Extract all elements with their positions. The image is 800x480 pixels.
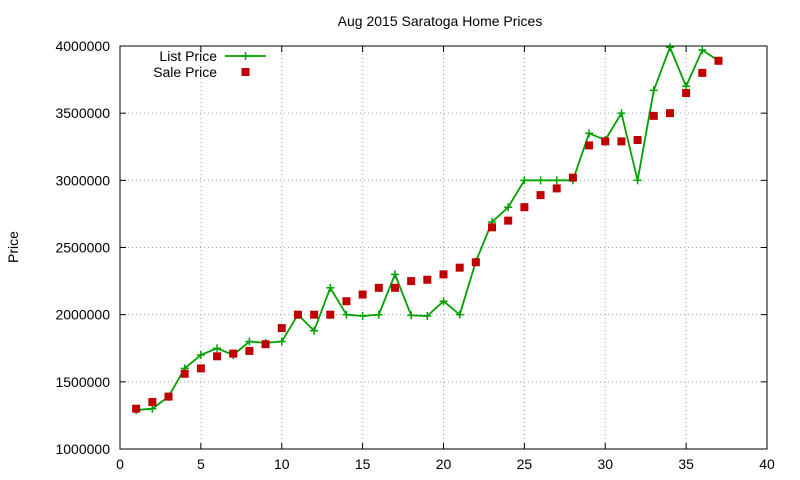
list-price-point [148, 404, 157, 413]
list-price-point [310, 326, 319, 335]
sale-price-point [213, 352, 222, 361]
sale-price-point [423, 275, 432, 284]
sale-price-point [439, 270, 448, 279]
y-tick-label: 1000000 [55, 441, 110, 457]
list-price-point [649, 86, 658, 95]
list-price-point [374, 310, 383, 319]
list-price-point [423, 312, 432, 321]
x-tick-label: 15 [355, 456, 371, 472]
sale-price-point [552, 184, 561, 193]
list-price-point [520, 176, 529, 185]
x-tick-label: 30 [597, 456, 613, 472]
y-tick-label: 2500000 [55, 240, 110, 256]
sale-price-point [682, 89, 691, 98]
sale-price-point [342, 297, 351, 306]
list-price-point [342, 310, 351, 319]
x-tick-label: 0 [116, 456, 124, 472]
legend-label: List Price [159, 48, 217, 64]
list-price-point [245, 337, 254, 346]
sale-price-point [310, 310, 319, 319]
list-price-point [665, 43, 674, 52]
list-price-point [213, 344, 222, 353]
legend-item-sale-price: Sale Price [153, 64, 250, 80]
list-price-point [504, 203, 513, 212]
x-tick-label: 10 [274, 456, 290, 472]
x-tick-label: 20 [436, 456, 452, 472]
list-price-point [326, 283, 335, 292]
sale-price-point [132, 404, 141, 413]
sale-price-point [471, 258, 480, 267]
chart-title: Aug 2015 Saratoga Home Prices [338, 13, 543, 29]
list-price-point [682, 82, 691, 91]
list-price-point [698, 46, 707, 55]
y-tick-label: 3500000 [55, 105, 110, 121]
sale-price-point [407, 277, 416, 286]
sale-price-point [326, 310, 335, 319]
sale-price-point [229, 349, 238, 358]
legend-square-marker [241, 68, 250, 76]
list-price-line [136, 44, 719, 411]
list-price-point [196, 350, 205, 359]
list-price-point [633, 176, 642, 185]
sale-price-point [617, 137, 626, 146]
legend-item-list-price: List Price [159, 48, 266, 64]
sale-price-point [164, 392, 173, 401]
sale-price-point [245, 346, 254, 355]
sale-price-point [585, 141, 594, 150]
sale-price-point [698, 68, 707, 77]
y-tick-label: 1500000 [55, 374, 110, 390]
sale-price-point [649, 111, 658, 120]
sale-price-point [261, 340, 270, 349]
sale-price-point [601, 137, 610, 146]
axes: 0 5 10 15 20 25 30 35 40 1000000 1500000 2000000 250… [55, 38, 775, 472]
sale-price-point [293, 310, 302, 319]
sale-price-point [536, 191, 545, 200]
sale-price-point [180, 369, 189, 378]
sale-price-series [132, 56, 723, 413]
list-price-point [552, 176, 561, 185]
list-price-point [277, 337, 286, 346]
y-axis-title: Price [5, 231, 21, 263]
sale-price-point [488, 223, 497, 232]
legend-label: Sale Price [153, 64, 217, 80]
grid [120, 46, 767, 449]
x-tick-label: 35 [678, 456, 694, 472]
list-price-point [455, 310, 464, 319]
series-area [132, 43, 723, 415]
list-price-point [358, 312, 367, 321]
y-tick-label: 2000000 [55, 307, 110, 323]
sale-price-point [196, 364, 205, 373]
sale-price-point [390, 283, 399, 292]
sale-price-point [148, 397, 157, 406]
sale-price-point [374, 283, 383, 292]
list-price-point [617, 109, 626, 118]
sale-price-point [633, 136, 642, 145]
x-tick-label: 5 [197, 456, 205, 472]
list-price-point [536, 176, 545, 185]
sale-price-point [358, 290, 367, 299]
sale-price-point [714, 56, 723, 65]
sale-price-point [277, 324, 286, 333]
list-price-point [585, 129, 594, 138]
sale-price-point [520, 203, 529, 212]
y-tick-label: 4000000 [55, 38, 110, 54]
x-tick-label: 25 [517, 456, 533, 472]
y-tick-label: 3000000 [55, 172, 110, 188]
sale-price-point [568, 173, 577, 182]
sale-price-point [665, 109, 674, 118]
legend-plus-marker [241, 52, 250, 60]
list-price-point [407, 311, 416, 320]
sale-price-point [455, 263, 464, 272]
list-price-point [439, 297, 448, 306]
sale-price-point [504, 216, 513, 225]
x-tick-label: 40 [759, 456, 775, 472]
list-price-point [390, 270, 399, 279]
